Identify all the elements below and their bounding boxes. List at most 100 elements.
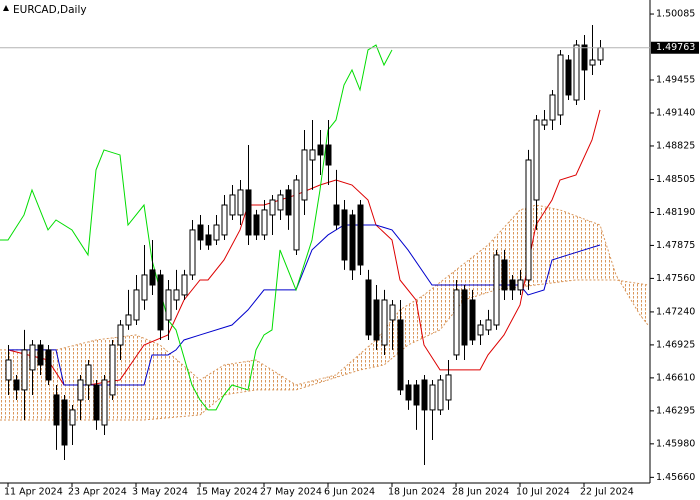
candle-body	[181, 274, 188, 296]
candle-body	[133, 289, 140, 321]
x-tick-label: 15 May 2024	[196, 487, 258, 498]
x-tick-label: 18 Jun 2024	[388, 487, 445, 498]
cloud-area	[0, 205, 648, 420]
candle-body	[589, 59, 596, 66]
indicator-line	[8, 224, 601, 386]
candle-body	[373, 299, 380, 341]
candle-body	[501, 259, 508, 291]
candle-body	[557, 54, 564, 116]
x-tick-label: 6 Jun 2024	[324, 487, 375, 498]
x-tick-label: 28 Jun 2024	[452, 487, 509, 498]
candle-body	[293, 179, 300, 251]
candle-body	[53, 394, 60, 426]
candle-body	[117, 324, 124, 346]
candle-body	[37, 344, 44, 366]
candle-body	[405, 384, 412, 401]
candle-body	[277, 194, 284, 211]
cloud-edge	[0, 279, 649, 421]
y-tick-label: 1.46610	[656, 372, 695, 383]
candle-body	[397, 319, 404, 391]
candle-body	[285, 189, 292, 216]
candle-body	[69, 409, 76, 426]
y-tick-label: 1.48505	[656, 174, 695, 185]
cloud-layer	[0, 204, 649, 421]
candle-body	[61, 399, 68, 446]
candle-body	[429, 384, 436, 411]
y-tick-label: 1.50085	[656, 9, 695, 20]
candle-body	[269, 199, 276, 216]
indicator-line	[0, 44, 393, 411]
candle-body	[125, 314, 132, 326]
y-tick-label: 1.48190	[656, 207, 695, 218]
candle-body	[533, 119, 540, 201]
candle-body	[141, 274, 148, 301]
x-tick-label: 3 May 2024	[132, 487, 188, 498]
y-tick-label: 1.45660	[656, 472, 695, 483]
candle-body	[525, 159, 532, 281]
y-tick-label: 1.47875	[656, 240, 695, 251]
candle-body	[301, 149, 308, 201]
candle-body	[381, 299, 388, 346]
candle-body	[421, 379, 428, 411]
candle-layer	[5, 25, 604, 465]
candle-body	[509, 279, 516, 291]
candle-body	[149, 269, 156, 286]
y-tick-label: 1.49140	[656, 107, 695, 118]
candle-body	[597, 47, 604, 61]
candle-body	[165, 289, 172, 321]
y-tick-label: 1.47240	[656, 306, 695, 317]
candle-body	[5, 359, 12, 381]
candle-body	[205, 234, 212, 246]
candle-body	[477, 324, 484, 336]
candle-body	[253, 214, 260, 236]
candle-body	[229, 194, 236, 216]
candle-body	[93, 384, 100, 421]
y-tick-label: 1.48825	[656, 140, 695, 151]
x-tick-label: 11 Apr 2024	[4, 487, 63, 498]
last-price-box	[651, 41, 699, 54]
candle-body	[77, 379, 84, 401]
candle-body	[29, 344, 36, 371]
x-tick-label: 27 May 2024	[260, 487, 322, 498]
chart-title: EURCAD,Daily	[13, 4, 87, 16]
candle-body	[261, 209, 268, 236]
candle-body	[333, 204, 340, 226]
candle-body	[213, 224, 220, 241]
candle-body	[349, 214, 356, 271]
candle-body	[21, 349, 28, 391]
y-tick-label: 1.46925	[656, 339, 695, 350]
candle-body	[13, 379, 20, 391]
candle-body	[325, 144, 332, 166]
candle-body	[517, 279, 524, 291]
y-tick-label: 1.47560	[656, 273, 695, 284]
candle-body	[157, 274, 164, 331]
candle-body	[309, 149, 316, 161]
candle-body	[581, 44, 588, 71]
candle-body	[317, 144, 324, 156]
candle-body	[221, 204, 228, 236]
candle-body	[189, 229, 196, 276]
title-icon	[3, 5, 9, 11]
y-tick-label: 1.45980	[656, 438, 695, 449]
candle-body	[413, 384, 420, 406]
candle-body	[237, 189, 244, 216]
candle-body	[549, 94, 556, 121]
candle-body	[85, 364, 92, 386]
candle-body	[245, 189, 252, 236]
y-tick-label: 1.46295	[656, 405, 695, 416]
candle-body	[565, 59, 572, 96]
cloud-edge	[0, 204, 649, 386]
candle-body	[469, 299, 476, 341]
candle-body	[461, 289, 468, 346]
candle-body	[389, 304, 396, 321]
overlay-layer: 1.49763	[0, 41, 699, 54]
candle-body	[101, 379, 108, 426]
candle-body	[109, 344, 116, 396]
candle-body	[197, 224, 204, 241]
candle-body	[485, 319, 492, 331]
x-tick-label: 10 Jul 2024	[516, 487, 570, 498]
candle-body	[453, 289, 460, 356]
